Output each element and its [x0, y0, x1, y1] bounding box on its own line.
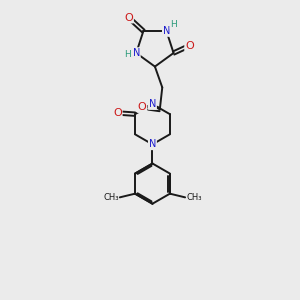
Text: N: N — [163, 26, 170, 36]
Text: CH₃: CH₃ — [186, 193, 202, 202]
Text: O: O — [124, 13, 133, 22]
Text: CH₃: CH₃ — [103, 193, 118, 202]
Text: N: N — [149, 140, 156, 149]
Text: O: O — [185, 40, 194, 51]
Text: H: H — [170, 20, 177, 29]
Text: N: N — [133, 48, 140, 58]
Text: O: O — [138, 102, 146, 112]
Text: H: H — [124, 50, 131, 59]
Text: O: O — [113, 108, 122, 118]
Text: N: N — [149, 99, 156, 109]
